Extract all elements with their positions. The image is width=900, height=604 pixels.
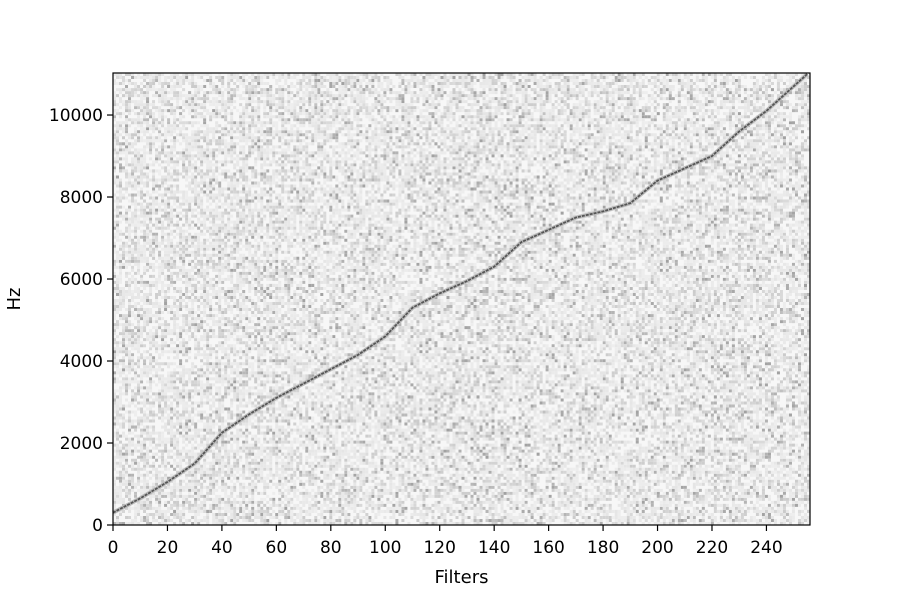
y-axis-label: Hz xyxy=(4,288,25,311)
peak-ridge-line xyxy=(112,73,808,514)
heatmap-noise-cells xyxy=(113,73,810,525)
y-tick-label: 6000 xyxy=(60,270,103,290)
x-tick-label: 200 xyxy=(641,538,673,558)
heatmap-noise-cells xyxy=(113,73,810,525)
x-axis-label: Filters xyxy=(435,567,489,588)
heatmap-noise-cells xyxy=(113,73,810,525)
heatmap-noise-cells xyxy=(113,73,810,525)
x-tick-label: 160 xyxy=(532,538,564,558)
x-tick-label: 0 xyxy=(108,538,119,558)
y-tick-label: 2000 xyxy=(60,434,103,454)
x-tick-label: 240 xyxy=(750,538,782,558)
x-tick-label: 140 xyxy=(478,538,510,558)
y-tick-label: 4000 xyxy=(60,352,103,372)
x-tick-label: 80 xyxy=(320,538,342,558)
x-tick-label: 60 xyxy=(266,538,288,558)
y-tick-label: 8000 xyxy=(60,188,103,208)
x-tick-label: 40 xyxy=(211,538,233,558)
x-tick-label: 120 xyxy=(423,538,455,558)
y-tick-label: 10000 xyxy=(49,106,103,126)
peak-ridge xyxy=(112,72,809,515)
heatmap-noise-cells xyxy=(113,73,810,525)
x-tick-label: 100 xyxy=(369,538,401,558)
y-tick-label: 0 xyxy=(92,516,103,536)
x-axis-ticks: 0 20 40 60 80 100 120 140 160 180 200 220 240 xyxy=(108,525,783,558)
x-tick-label: 20 xyxy=(157,538,179,558)
x-tick-label: 220 xyxy=(696,538,728,558)
plot-area-frame xyxy=(112,72,811,526)
heatmap-cells xyxy=(113,73,811,526)
heatmap-noise-cells xyxy=(113,73,810,525)
heatmap-noise-cells xyxy=(119,73,810,525)
heatmap-noise-cells xyxy=(113,73,810,525)
x-tick-label: 180 xyxy=(587,538,619,558)
y-axis-ticks: 0 2000 4000 6000 8000 10000 xyxy=(49,106,113,536)
